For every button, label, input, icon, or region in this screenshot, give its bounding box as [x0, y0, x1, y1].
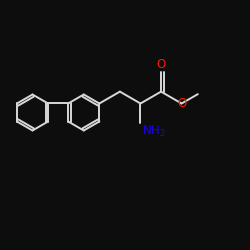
Text: O: O [177, 97, 186, 110]
Text: O: O [156, 58, 166, 71]
Text: NH$_2$: NH$_2$ [142, 124, 166, 139]
